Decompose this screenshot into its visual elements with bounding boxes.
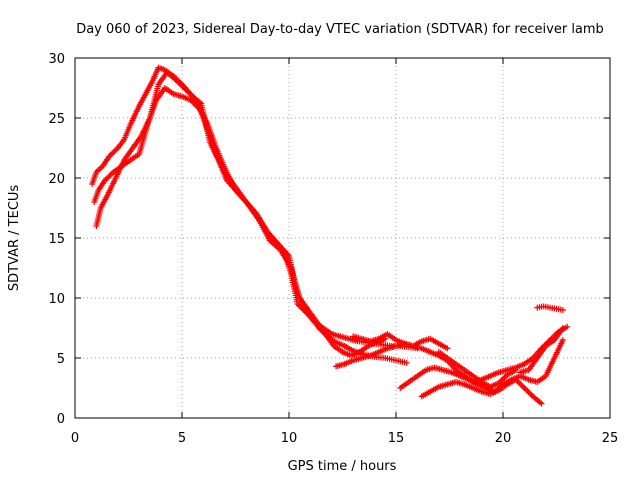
data-point-interp (527, 390, 534, 397)
series-track-d (333, 323, 571, 385)
series-track-e (397, 337, 566, 395)
y-tick-label: 15 (48, 232, 65, 247)
data-point-interp (524, 387, 531, 394)
y-tick-label: 0 (57, 412, 65, 427)
data-point (559, 307, 566, 313)
series-track-i (435, 349, 519, 390)
data-point (512, 367, 519, 373)
series-track-b (91, 85, 410, 366)
data-point (559, 337, 566, 343)
x-tick-label: 25 (602, 431, 619, 446)
series-track-g (517, 325, 566, 376)
y-tick-label: 10 (48, 292, 65, 307)
data-point-interp (518, 382, 525, 389)
x-tick-label: 15 (388, 431, 405, 446)
grid (75, 58, 610, 418)
series-track-h (534, 303, 566, 313)
series-track-f (418, 376, 545, 407)
data-point-interp (104, 174, 111, 181)
data-point-interp (517, 380, 524, 387)
y-tick-label: 20 (48, 172, 65, 187)
data-point (403, 359, 410, 366)
x-tick-label: 20 (495, 431, 512, 446)
x-tick-label: 5 (178, 431, 186, 446)
data-layer (89, 64, 571, 407)
data-point-interp (111, 147, 118, 154)
y-tick-label: 30 (48, 52, 65, 67)
y-tick-label: 25 (48, 112, 65, 127)
x-tick-label: 0 (71, 431, 79, 446)
series-track-j (350, 331, 451, 352)
data-point-interp (109, 150, 116, 157)
y-tick-label: 5 (57, 352, 65, 367)
data-point-interp (519, 383, 526, 390)
data-point-interp (525, 389, 532, 396)
data-point (521, 385, 528, 391)
data-point-interp (110, 149, 117, 156)
chart-title: Day 060 of 2023, Sidereal Day-to-day VTE… (76, 22, 604, 37)
y-axis-label: SDTVAR / TECUs (7, 185, 22, 292)
data-point (538, 400, 545, 407)
x-axis-ticks: 0 5 10 15 20 25 (71, 58, 618, 446)
data-point (564, 323, 571, 330)
data-point-interp (522, 386, 529, 393)
data-point (559, 325, 566, 331)
data-point-interp (107, 171, 114, 178)
data-point (444, 345, 451, 352)
series-track-c (93, 69, 389, 359)
y-axis-ticks: 0 5 10 15 20 25 30 (48, 52, 610, 427)
data-point-interp (113, 146, 120, 153)
x-tick-label: 10 (281, 431, 298, 446)
x-axis-label: GPS time / hours (288, 459, 397, 474)
